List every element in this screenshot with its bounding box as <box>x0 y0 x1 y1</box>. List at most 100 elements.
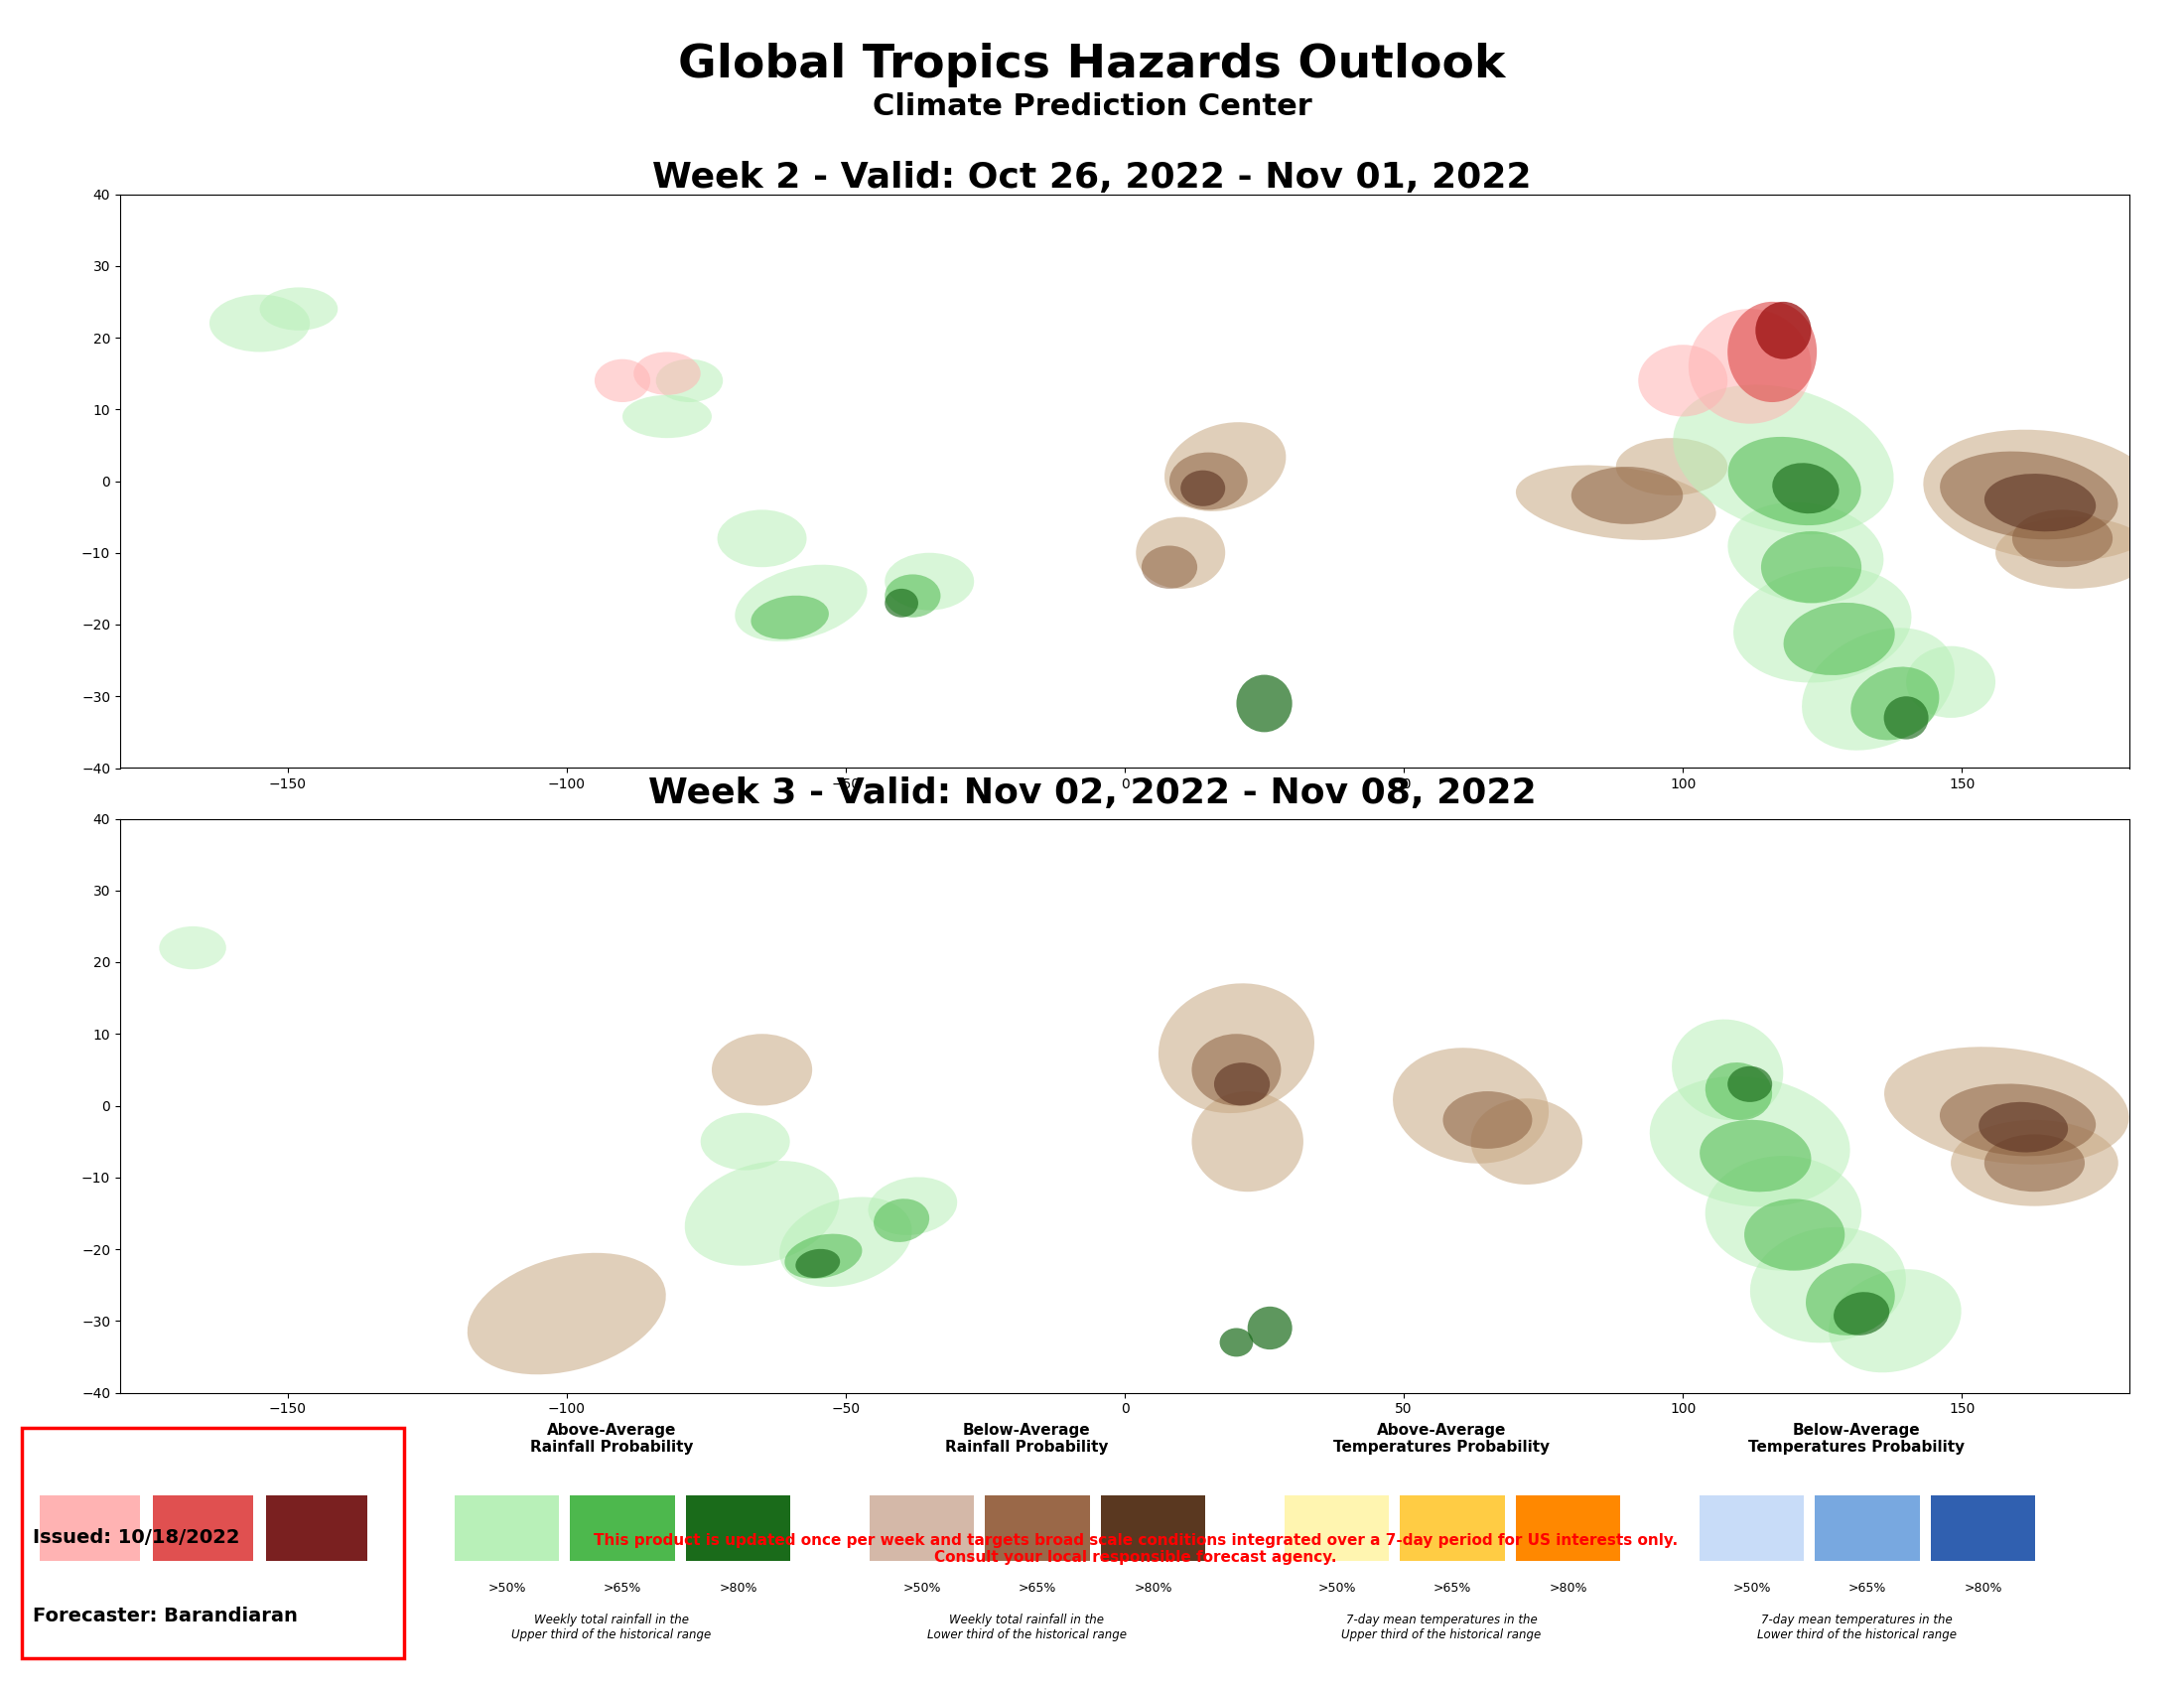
Ellipse shape <box>1164 422 1286 511</box>
Ellipse shape <box>1806 1263 1896 1335</box>
Ellipse shape <box>1168 452 1247 510</box>
Text: Forecaster: Barandiaran: Forecaster: Barandiaran <box>33 1607 297 1626</box>
Ellipse shape <box>1182 471 1225 506</box>
Text: Weekly total rainfall in the
Upper third of the historical range: Weekly total rainfall in the Upper third… <box>511 1614 712 1641</box>
Bar <box>869 1496 974 1561</box>
Ellipse shape <box>1771 463 1839 513</box>
Text: >80%: >80% <box>1963 1582 2003 1595</box>
Ellipse shape <box>1734 567 1911 682</box>
Bar <box>1699 1496 1804 1561</box>
Bar <box>1101 1496 1206 1561</box>
Text: >20%: >20% <box>70 1582 109 1595</box>
Ellipse shape <box>795 1249 841 1278</box>
Ellipse shape <box>1706 1156 1861 1271</box>
Bar <box>985 1496 1090 1561</box>
Bar <box>266 1496 367 1561</box>
Ellipse shape <box>1706 1062 1771 1121</box>
Bar <box>1400 1496 1505 1561</box>
Ellipse shape <box>1158 984 1315 1112</box>
Ellipse shape <box>1728 437 1861 525</box>
Ellipse shape <box>655 360 723 402</box>
Text: >80%: >80% <box>1133 1582 1173 1595</box>
Bar <box>153 1496 253 1561</box>
Ellipse shape <box>1444 1092 1533 1150</box>
Ellipse shape <box>1760 532 1861 603</box>
Ellipse shape <box>1649 1077 1850 1207</box>
Ellipse shape <box>1802 628 1955 751</box>
Text: >65%: >65% <box>603 1582 642 1595</box>
Text: >65%: >65% <box>1018 1582 1057 1595</box>
Bar <box>1931 1496 2035 1561</box>
Bar <box>1284 1496 1389 1561</box>
Ellipse shape <box>1907 647 1996 717</box>
Ellipse shape <box>874 1198 930 1242</box>
Text: >50%: >50% <box>902 1582 941 1595</box>
Ellipse shape <box>1393 1048 1548 1163</box>
Bar <box>39 1496 140 1561</box>
Ellipse shape <box>1885 697 1928 739</box>
Text: >50%: >50% <box>487 1582 526 1595</box>
Ellipse shape <box>210 294 310 353</box>
Ellipse shape <box>1219 1328 1254 1357</box>
Ellipse shape <box>1996 517 2151 589</box>
Ellipse shape <box>633 351 701 395</box>
Ellipse shape <box>1728 501 1883 604</box>
Bar <box>1815 1496 1920 1561</box>
Ellipse shape <box>1924 430 2169 560</box>
Ellipse shape <box>2011 510 2112 567</box>
Text: 7-day mean temperatures in the
Upper third of the historical range: 7-day mean temperatures in the Upper thi… <box>1341 1614 1542 1641</box>
Ellipse shape <box>1688 309 1811 424</box>
Text: >60%: >60% <box>297 1582 336 1595</box>
Ellipse shape <box>1699 1119 1811 1192</box>
Ellipse shape <box>1616 437 1728 496</box>
Ellipse shape <box>1749 1227 1907 1344</box>
Ellipse shape <box>1835 1291 1889 1335</box>
Ellipse shape <box>1192 1033 1282 1106</box>
Text: This product is updated once per week and targets broad scale conditions integra: This product is updated once per week an… <box>594 1533 1677 1565</box>
Text: 7-day mean temperatures in the
Lower third of the historical range: 7-day mean temperatures in the Lower thi… <box>1756 1614 1957 1641</box>
Text: >80%: >80% <box>1548 1582 1588 1595</box>
Ellipse shape <box>1828 1269 1961 1372</box>
Ellipse shape <box>1950 1121 2118 1205</box>
Ellipse shape <box>1885 1047 2129 1165</box>
Ellipse shape <box>1214 1063 1269 1106</box>
Ellipse shape <box>1247 1307 1293 1350</box>
Ellipse shape <box>1985 474 2097 532</box>
Ellipse shape <box>1939 451 2118 540</box>
Text: Week 2 - Valid: Oct 26, 2022 - Nov 01, 2022: Week 2 - Valid: Oct 26, 2022 - Nov 01, 2… <box>653 160 1531 194</box>
Text: Week-2 Only: Week-2 Only <box>155 1438 271 1457</box>
Ellipse shape <box>716 510 806 567</box>
Ellipse shape <box>784 1234 863 1280</box>
Text: >50%: >50% <box>1732 1582 1771 1595</box>
Ellipse shape <box>869 1177 957 1236</box>
Text: Week 3 - Valid: Nov 02, 2022 - Nov 08, 2022: Week 3 - Valid: Nov 02, 2022 - Nov 08, 2… <box>649 776 1535 810</box>
Ellipse shape <box>885 589 917 618</box>
Ellipse shape <box>751 596 830 640</box>
Ellipse shape <box>1979 1102 2068 1153</box>
Ellipse shape <box>1985 1134 2086 1192</box>
Ellipse shape <box>622 395 712 437</box>
Ellipse shape <box>1728 302 1817 402</box>
Text: >65%: >65% <box>1433 1582 1472 1595</box>
Text: Weekly total rainfall in the
Lower third of the historical range: Weekly total rainfall in the Lower third… <box>926 1614 1127 1641</box>
Bar <box>454 1496 559 1561</box>
Ellipse shape <box>594 360 651 402</box>
Text: Tropical Cyclone (TC)
Formation Probability: Tropical Cyclone (TC) Formation Probabil… <box>120 1480 306 1512</box>
Ellipse shape <box>1671 1020 1784 1121</box>
Text: >65%: >65% <box>1848 1582 1887 1595</box>
Ellipse shape <box>1516 466 1717 540</box>
Text: Below-Average
Temperatures Probability: Below-Average Temperatures Probability <box>1747 1423 1966 1455</box>
Text: Above-Average
Temperatures Probability: Above-Average Temperatures Probability <box>1332 1423 1551 1455</box>
Ellipse shape <box>1728 1067 1771 1102</box>
Ellipse shape <box>1236 675 1293 733</box>
Ellipse shape <box>1570 468 1684 525</box>
Ellipse shape <box>1142 545 1197 589</box>
Ellipse shape <box>1939 1084 2097 1156</box>
Ellipse shape <box>467 1252 666 1374</box>
Ellipse shape <box>1850 667 1939 739</box>
Text: Climate Prediction Center: Climate Prediction Center <box>871 93 1313 122</box>
Ellipse shape <box>780 1197 913 1286</box>
Ellipse shape <box>734 565 867 641</box>
Ellipse shape <box>885 554 974 611</box>
FancyBboxPatch shape <box>22 1428 404 1658</box>
